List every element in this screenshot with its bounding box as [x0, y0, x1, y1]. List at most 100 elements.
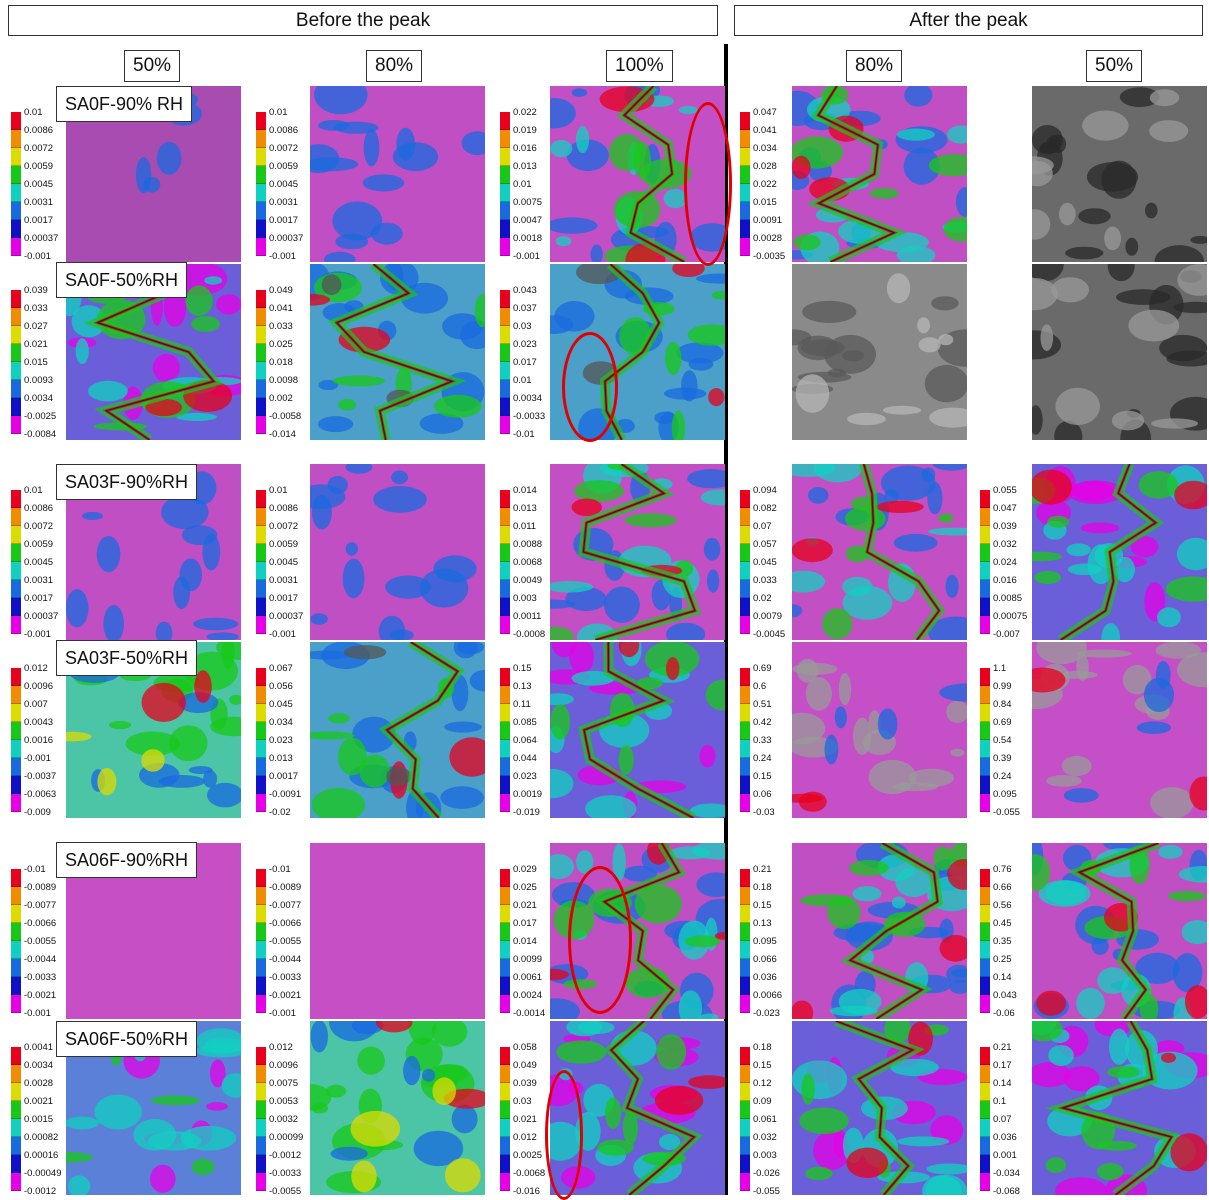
strain-panel-r5-c1 — [310, 1021, 485, 1195]
color-scale-tick-label: 0.0034 — [24, 393, 54, 404]
color-scale-bar — [11, 290, 21, 434]
color-scale-tick-label: 0.045 — [753, 557, 777, 568]
color-scale-tick-label: -0.0084 — [24, 429, 57, 440]
color-scale-tick-label: 0.058 — [513, 1042, 537, 1053]
color-scale-tick-label: -0.001 — [24, 753, 51, 764]
color-scale-tick-label: 0.0059 — [24, 161, 54, 172]
color-scale-tick-label: 0.07 — [753, 521, 772, 532]
color-scale-tick-label: 0.0059 — [269, 539, 299, 550]
strain-panel-r2-c3 — [792, 464, 967, 640]
color-scale-bar — [740, 490, 750, 634]
color-scale-tick-label: -0.0012 — [269, 1150, 302, 1161]
strain-panel-r2-c2 — [550, 464, 725, 640]
color-scale-tick-label: 0.66 — [993, 882, 1012, 893]
color-scale-tick-label: 0.11 — [513, 699, 531, 710]
row-label-sa0f-90: SA0F-90% RH — [56, 86, 193, 122]
color-scale-tick-label: 0.055 — [993, 485, 1017, 496]
color-scale-tick-label: 0.033 — [753, 575, 777, 586]
color-scale-tick-label: 0.06 — [753, 789, 772, 800]
color-scale-tick-label: 0.056 — [269, 681, 293, 692]
color-scale-tick-label: -0.0008 — [513, 629, 546, 640]
color-scale-tick-label: 0.24 — [753, 753, 772, 764]
color-scale-tick-label: 0.00016 — [24, 1150, 59, 1161]
color-scale-tick-label: -0.001 — [269, 251, 296, 262]
color-scale-tick-label: -0.0055 — [24, 936, 57, 947]
color-scale-tick-label: -0.0089 — [24, 882, 57, 893]
color-scale-tick-label: 0.001 — [993, 1150, 1017, 1161]
strain-panel-r2-c4 — [1032, 464, 1207, 640]
percent-label-50-before: 50% — [124, 50, 181, 82]
color-scale-tick-label: 0.03 — [513, 1096, 532, 1107]
color-scale-tick-label: 0.002 — [269, 393, 293, 404]
color-scale-tick-label: 0.0061 — [513, 972, 543, 983]
color-scale-tick-label: 0.0096 — [269, 1060, 299, 1071]
color-scale-r4-c3: 0.21 0.18 0.15 0.13 0.095 0.066 0.036 0.0066 -0.… — [740, 864, 810, 1019]
color-scale-tick-label: 0.064 — [513, 735, 537, 746]
color-scale-tick-label: 0.0085 — [993, 593, 1023, 604]
color-scale-tick-label: 0.01 — [513, 179, 532, 190]
color-scale-tick-label: 0.69 — [993, 717, 1012, 728]
color-scale-tick-label: 0.33 — [753, 735, 772, 746]
color-scale-bar — [980, 668, 990, 812]
color-scale-tick-label: 0.15 — [753, 900, 772, 911]
color-scale-tick-label: 0.0079 — [753, 611, 783, 622]
after-peak-header: After the peak — [734, 5, 1203, 36]
color-scale-tick-label: -0.026 — [753, 1168, 780, 1179]
color-scale-tick-label: 0.0028 — [753, 233, 783, 244]
strain-panel-r1-c2 — [550, 264, 725, 440]
color-scale-tick-label: 0.017 — [513, 918, 537, 929]
color-scale-bar — [740, 1047, 750, 1191]
color-scale-tick-label: 0.00075 — [993, 611, 1028, 622]
color-scale-tick-label: -0.001 — [513, 251, 540, 262]
color-scale-tick-label: 0.029 — [513, 864, 537, 875]
color-scale-r3-c4: 1.1 0.99 0.84 0.69 0.54 0.39 0.24 0.095 -0.055 — [980, 663, 1050, 818]
color-scale-tick-label: 0.76 — [993, 864, 1012, 875]
strain-panel-r4-c3 — [792, 843, 967, 1019]
color-scale-tick-label: 0.025 — [513, 882, 537, 893]
color-scale-tick-label: -0.0045 — [753, 629, 786, 640]
color-scale-r2-c3: 0.094 0.082 0.07 0.057 0.045 0.033 0.02 0.0079 -… — [740, 485, 810, 640]
color-scale-tick-label: 0.15 — [753, 1060, 772, 1071]
color-scale-tick-label: -0.0044 — [24, 954, 57, 965]
color-scale-tick-label: 0.025 — [269, 339, 293, 350]
peak-divider — [724, 44, 728, 1195]
color-scale-tick-label: 0.01 — [513, 375, 532, 386]
color-scale-tick-label: 0.0072 — [24, 521, 54, 532]
color-scale-tick-label: 0.0059 — [269, 161, 299, 172]
color-scale-tick-label: 0.021 — [24, 339, 48, 350]
color-scale-bar — [256, 290, 266, 434]
color-scale-tick-label: -0.055 — [993, 807, 1020, 818]
color-scale-tick-label: 0.0025 — [513, 1150, 543, 1161]
row-label-sa06f-50: SA06F-50%RH — [56, 1021, 198, 1057]
color-scale-tick-label: 0.0017 — [24, 593, 54, 604]
color-scale-tick-label: -0.034 — [993, 1168, 1020, 1179]
color-scale-tick-label: 0.0031 — [269, 575, 299, 586]
color-scale-tick-label: 0.012 — [269, 1042, 293, 1053]
color-scale-tick-label: 0.0086 — [269, 125, 299, 136]
color-scale-tick-label: 0.094 — [753, 485, 777, 496]
color-scale-tick-label: -0.001 — [24, 1008, 51, 1019]
color-scale-tick-label: 0.095 — [753, 936, 777, 947]
color-scale-tick-label: 0.21 — [753, 864, 772, 875]
color-scale-r2-c4: 0.055 0.047 0.039 0.032 0.024 0.016 0.0085 0.00… — [980, 485, 1050, 640]
color-scale-tick-label: 0.17 — [993, 1060, 1012, 1071]
color-scale-tick-label: 0.036 — [993, 1132, 1017, 1143]
color-scale-tick-label: -0.0033 — [269, 1168, 302, 1179]
color-scale-tick-label: 0.043 — [513, 285, 537, 296]
color-scale-tick-label: 0.0017 — [269, 593, 299, 604]
color-scale-tick-label: -0.0021 — [269, 990, 302, 1001]
color-scale-tick-label: -0.0037 — [24, 771, 57, 782]
strain-panel-r3-c2 — [550, 642, 725, 818]
color-scale-tick-label: 0.14 — [993, 972, 1012, 983]
color-scale-tick-label: 0.061 — [753, 1114, 777, 1125]
color-scale-r1-c1: 0.049 0.041 0.033 0.025 0.018 0.0098 0.002 -0.0… — [256, 285, 326, 440]
color-scale-r1-c0: 0.039 0.033 0.027 0.021 0.015 0.0093 0.0034 -0.… — [11, 285, 81, 440]
color-scale-tick-label: 0.047 — [993, 503, 1017, 514]
percent-label-50-after: 50% — [1086, 50, 1143, 82]
color-scale-tick-label: 0.0072 — [24, 143, 54, 154]
color-scale-tick-label: -0.009 — [24, 807, 51, 818]
color-scale-bar — [500, 869, 510, 1013]
color-scale-bar — [256, 1047, 266, 1191]
color-scale-tick-label: -0.0044 — [269, 954, 302, 965]
color-scale-tick-label: 0.0075 — [513, 197, 543, 208]
